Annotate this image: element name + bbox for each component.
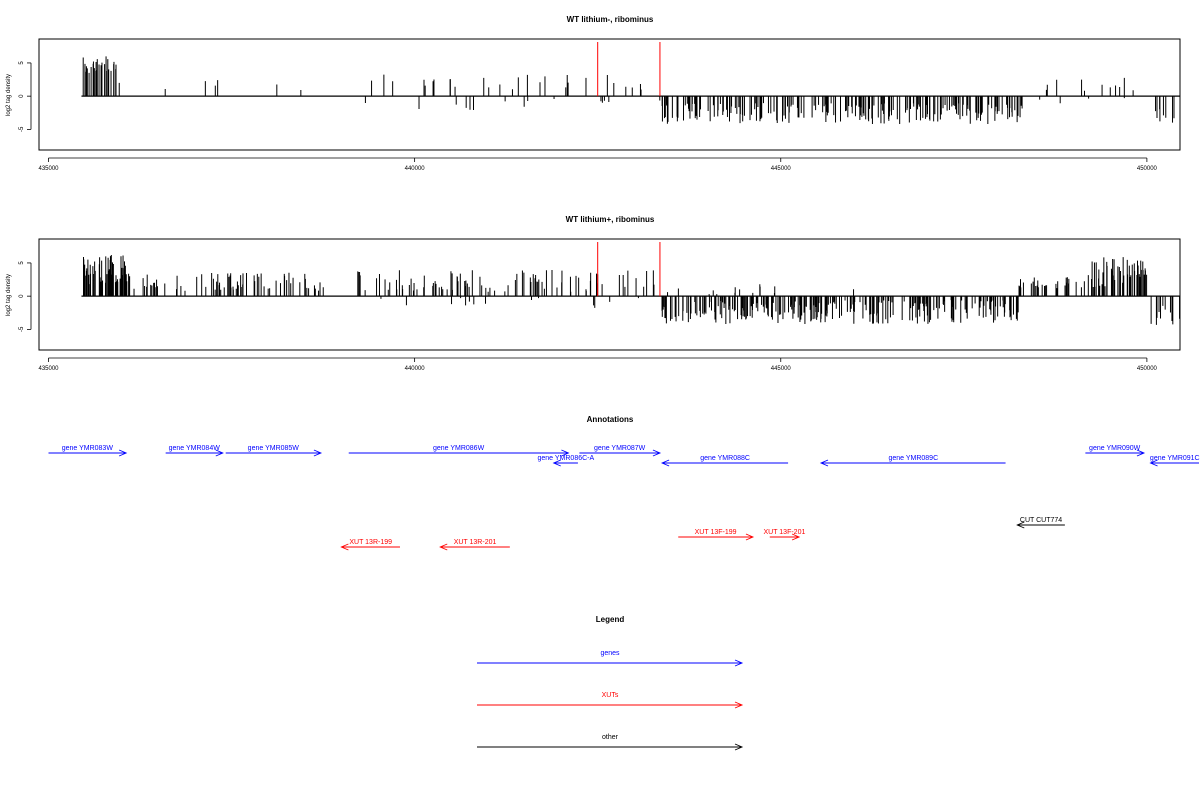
legend-items: genes XUTs other <box>477 650 744 751</box>
panel-1-axes: 435000 440000 445000 450000 5 0 -5 <box>19 61 1158 172</box>
feature-arrow: gene YMR088C <box>660 455 789 467</box>
feature-arrow: gene YMR089C <box>819 455 1006 467</box>
feature-arrow-head <box>660 459 670 467</box>
feature-arrow-head <box>1016 521 1025 529</box>
legend-title: Legend <box>596 615 625 624</box>
feature-arrow-head <box>745 533 755 541</box>
tag-density-bars <box>83 255 1181 325</box>
panel-2-title: WT lithium+, ribominus <box>566 215 655 224</box>
y-tick-label: 5 <box>19 261 25 265</box>
feature-label: XUT 13F-199 <box>695 529 737 536</box>
x-tick-label: 445000 <box>771 166 792 172</box>
feature-arrow: gene YMR090W <box>1085 445 1146 457</box>
feature-arrow: gene YMR087W <box>579 445 662 457</box>
panel-2-markers <box>597 242 661 297</box>
feature-arrow-head <box>791 533 801 541</box>
feature-arrow: gene YMR086W <box>348 445 570 457</box>
legend-label: genes <box>600 650 620 657</box>
feature-arrow: XUT 13R-201 <box>439 539 510 551</box>
legend-item: XUTs <box>477 692 744 709</box>
legend-label: other <box>602 734 619 741</box>
legend-arrow-head <box>734 659 744 667</box>
feature-label: gene YMR091C <box>1150 455 1200 462</box>
panel-1-frame <box>38 38 1181 151</box>
panel-lithium-plus: WT lithium+, ribominus 435000 440000 44500… <box>6 215 1181 372</box>
feature-arrow-head <box>819 459 829 467</box>
legend-label: XUTs <box>602 692 619 699</box>
x-tick-label: 440000 <box>405 166 426 172</box>
feature-label: gene YMR085W <box>248 445 300 452</box>
feature-arrow-head <box>215 449 224 457</box>
feature-label: gene YMR089C <box>888 455 938 462</box>
y-tick-label: -5 <box>19 126 25 132</box>
feature-arrow-head <box>552 459 561 467</box>
feature-arrow: gene YMR083W <box>48 445 128 457</box>
feature-arrow-head <box>340 543 349 551</box>
feature-arrow-head <box>118 449 128 457</box>
feature-arrow-head <box>313 449 323 457</box>
feature-label: gene YMR084W <box>169 445 221 452</box>
feature-arrow: gene YMR086C-A <box>537 455 595 467</box>
x-tick-label: 445000 <box>771 366 792 372</box>
feature-arrow: gene YMR084W <box>165 445 224 457</box>
legend-item: other <box>477 734 744 751</box>
tag-density-bars <box>82 56 1175 125</box>
feature-arrow: gene YMR091C <box>1149 455 1200 467</box>
x-tick-label: 435000 <box>38 166 59 172</box>
feature-label: XUT 13R-199 <box>349 539 392 546</box>
feature-label: CUT CUT774 <box>1020 517 1062 524</box>
feature-arrow-head <box>439 543 448 551</box>
feature-label: gene YMR086C-A <box>537 455 594 462</box>
feature-label: gene YMR086W <box>433 445 485 452</box>
panel-2-ylabel: log2 tag density <box>6 274 12 316</box>
panel-lithium-minus: WT lithium-, ribominus 435000 440000 44500… <box>6 15 1181 172</box>
x-tick-label: 450000 <box>1137 366 1158 372</box>
x-tick-label: 435000 <box>38 366 59 372</box>
panel-1-markers <box>597 42 661 97</box>
feature-label: gene YMR083W <box>62 445 114 452</box>
legend-item: genes <box>477 650 744 667</box>
panel-1-title: WT lithium-, ribominus <box>567 15 654 24</box>
legend-panel: Legend genes XUTs other <box>477 615 744 751</box>
feature-arrow-head <box>561 449 570 457</box>
x-tick-label: 440000 <box>405 366 426 372</box>
feature-arrow: XUT 13F-199 <box>678 529 755 541</box>
annotations-title: Annotations <box>587 415 634 424</box>
annotations-panel: Annotations gene YMR083W gene YMR084W gene… <box>48 415 1200 551</box>
feature-arrow-head <box>652 449 662 457</box>
feature-label: gene YMR090W <box>1089 445 1141 452</box>
y-tick-label: 0 <box>19 94 25 98</box>
feature-arrow-head <box>1136 449 1146 457</box>
panel-1-ylabel: log2 tag density <box>6 74 12 116</box>
feature-arrow: CUT CUT774 <box>1016 517 1065 529</box>
feature-label: gene YMR088C <box>700 455 750 462</box>
x-tick-label: 450000 <box>1137 166 1158 172</box>
panel-2-axes: 435000 440000 445000 450000 5 0 -5 <box>19 261 1158 372</box>
y-tick-label: -5 <box>19 326 25 332</box>
panel-2-bars <box>81 255 1181 325</box>
feature-arrow: gene YMR085W <box>225 445 323 457</box>
feature-arrow-head <box>1149 459 1158 467</box>
feature-label: XUT 13R-201 <box>454 539 497 546</box>
legend-arrow-head <box>734 701 744 709</box>
y-tick-label: 5 <box>19 61 25 65</box>
panel-2-frame <box>38 238 1181 351</box>
annotation-features: gene YMR083W gene YMR084W gene YMR085W gene… <box>48 445 1200 551</box>
panel-1-bars <box>81 56 1180 125</box>
feature-arrow: XUT 13F-201 <box>763 529 805 541</box>
feature-label: gene YMR087W <box>594 445 646 452</box>
feature-label: XUT 13F-201 <box>763 529 805 536</box>
feature-arrow: XUT 13R-199 <box>340 539 400 551</box>
legend-arrow-head <box>734 743 744 751</box>
y-tick-label: 0 <box>19 294 25 298</box>
